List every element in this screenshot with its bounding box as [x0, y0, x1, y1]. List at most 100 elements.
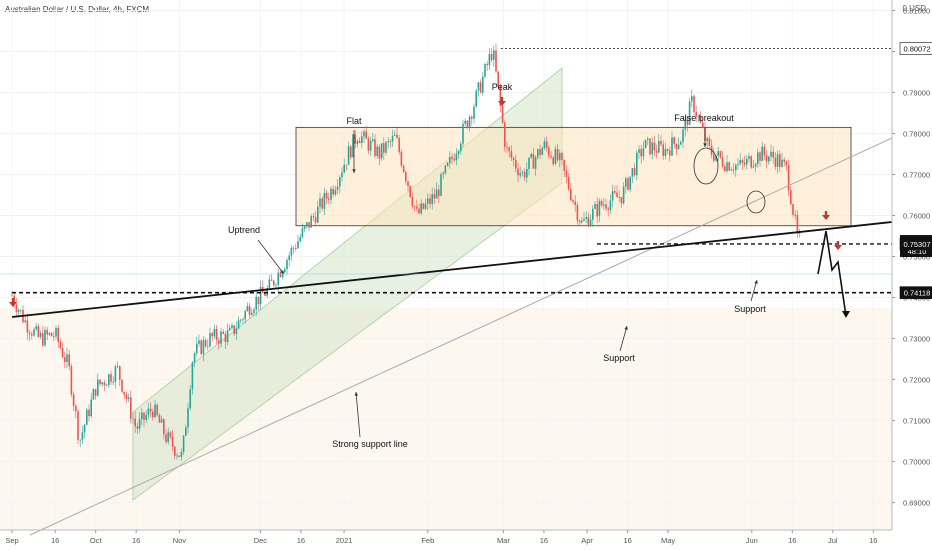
candle-body: [211, 332, 213, 337]
candle-body: [94, 389, 97, 396]
candle-body: [299, 237, 301, 242]
candle-body: [352, 134, 354, 158]
candle-body: [501, 106, 504, 123]
candle-body: [622, 186, 625, 204]
candle-body: [402, 165, 405, 172]
candle-body: [655, 150, 658, 153]
strong-support-arrow: [355, 391, 361, 438]
candle-body: [794, 214, 796, 216]
annotation-label: Strong support line: [332, 439, 408, 449]
candle-body: [768, 156, 770, 162]
candle-body: [149, 408, 152, 412]
candle-body: [644, 139, 647, 149]
currency-unit-label: 0.USD: [902, 4, 926, 13]
candle-body: [330, 188, 332, 200]
candle-body: [743, 162, 746, 165]
candle-body: [301, 228, 304, 238]
candle-body: [697, 116, 700, 118]
candle-body: [477, 82, 480, 91]
candle-body: [790, 190, 792, 205]
candle-body: [774, 157, 777, 167]
candle-body: [108, 374, 110, 386]
candle-body: [356, 140, 359, 144]
candle-body: [57, 327, 59, 342]
candle-body: [143, 412, 145, 420]
candle-body: [732, 169, 735, 171]
candle-body: [455, 154, 458, 161]
candle-body: [600, 200, 603, 206]
candle-body: [277, 272, 279, 285]
candle-body: [427, 198, 429, 204]
candle-body: [765, 155, 768, 162]
candle-body: [83, 424, 86, 433]
candle-body: [772, 151, 774, 158]
candle-body: [64, 357, 66, 362]
candle-body: [251, 312, 253, 315]
candle-body: [572, 200, 574, 202]
candle-body: [127, 397, 130, 399]
projection-arrowhead: [842, 311, 850, 318]
candle-body: [226, 330, 229, 343]
candle-body: [589, 219, 592, 227]
candle-body: [735, 164, 737, 171]
candle-body: [754, 164, 757, 167]
candle-body: [497, 71, 499, 87]
candle-body: [526, 169, 528, 178]
candle-body: [585, 217, 587, 219]
candle-body: [647, 138, 649, 140]
candle-body: [541, 148, 543, 155]
trend-lines: [0, 48, 893, 536]
peak-price-label: [899, 42, 932, 55]
candle-body: [319, 198, 321, 207]
candle-body: [97, 379, 99, 396]
candle-body: [512, 157, 515, 161]
candle-body: [328, 198, 330, 200]
candle-body: [156, 404, 158, 416]
candle-body: [288, 255, 290, 261]
candle-body: [77, 411, 79, 440]
price-axis[interactable]: 0.810000.800000.790000.780000.770000.760…: [891, 0, 932, 530]
candle-body: [125, 394, 128, 399]
candle-body: [666, 149, 669, 151]
y-tick-label: 0.77000: [903, 171, 930, 180]
y-tick-label: 0.79000: [903, 89, 930, 98]
candle-body: [721, 157, 724, 167]
candle-body: [457, 151, 460, 155]
time-axis[interactable]: Sep 16 Oct 16 Nov Dec 16 2021 Feb Mar 16 Apr 16 May Ju…: [0, 529, 892, 545]
annotation-label: Support: [603, 353, 635, 363]
candle-body: [350, 146, 352, 158]
candle-body: [204, 340, 207, 347]
candle-body: [145, 415, 147, 420]
candle-body: [28, 332, 31, 335]
candle-body: [750, 156, 752, 168]
candle-body: [486, 63, 488, 66]
candle-body: [433, 194, 436, 199]
candle-body: [493, 50, 495, 60]
candle-body: [220, 331, 222, 344]
candle-body: [543, 141, 546, 149]
candle-body: [281, 272, 284, 277]
candle-body: [695, 112, 697, 117]
candle-body: [112, 381, 114, 383]
chart-title: Australian Dollar / U.S. Dollar, 4h, FXC…: [5, 5, 150, 14]
candle-body: [682, 129, 684, 142]
candle-body: [160, 419, 163, 423]
candle-body: [136, 426, 139, 429]
candle-body: [273, 280, 275, 286]
candle-body: [570, 189, 572, 201]
candle-body: [796, 215, 799, 234]
candle-body: [167, 432, 169, 442]
candle-body: [138, 419, 141, 429]
x-tick-label: 16: [51, 536, 59, 545]
candle-body: [400, 151, 403, 166]
candle-body: [781, 159, 783, 167]
bearish-arrow-icon: [500, 97, 504, 101]
candle-body: [257, 296, 260, 305]
candle-body: [235, 328, 238, 334]
support-2-price-label: [899, 286, 932, 299]
candle-body: [446, 162, 449, 166]
uptrend-arrow-head: [280, 270, 284, 274]
x-tick-label: Jun: [746, 536, 758, 545]
candle-body: [389, 141, 392, 142]
